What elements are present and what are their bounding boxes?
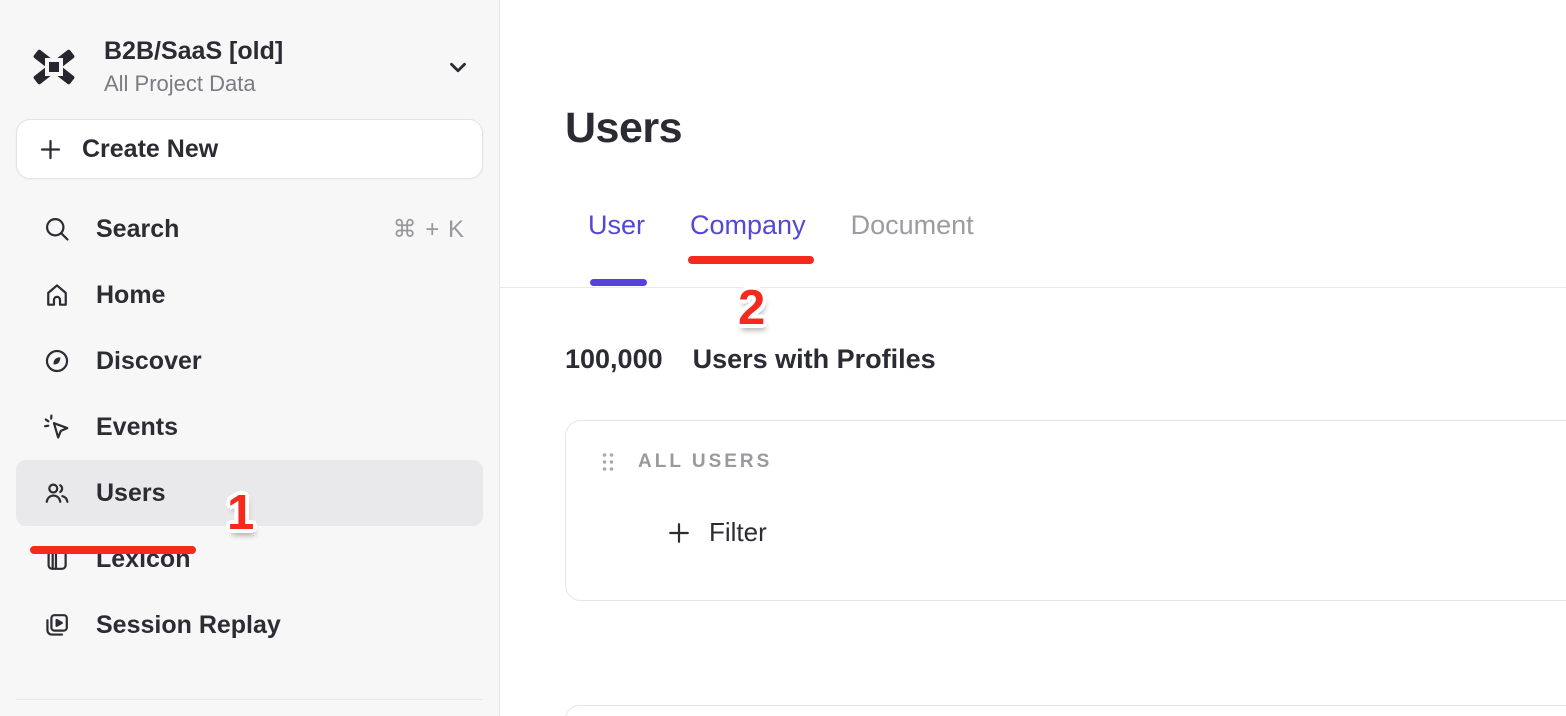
annotation-underline-2: [688, 256, 814, 264]
cursor-spark-icon: [42, 413, 72, 441]
tab-document[interactable]: Document: [850, 210, 974, 240]
profile-count-row: 100,000 Users with Profiles: [565, 344, 936, 375]
annotation-marker-2: 2: [738, 281, 766, 335]
compass-icon: [42, 347, 72, 375]
search-shortcut: ⌘ + K: [392, 215, 465, 243]
sidebar-item-session-replay[interactable]: Session Replay: [16, 592, 483, 658]
sidebar-item-label: Discover: [96, 346, 202, 375]
project-name: B2B/SaaS [old]: [104, 37, 284, 65]
tab-user[interactable]: User: [588, 210, 646, 240]
tab-company[interactable]: Company: [690, 210, 806, 240]
sidebar-item-discover[interactable]: Discover: [16, 328, 483, 394]
next-panel-edge: [565, 705, 1566, 716]
page-title: Users: [565, 104, 683, 152]
sidebar: B2B/SaaS [old] All Project Data Create N…: [0, 0, 500, 716]
panel-header: ALL USERS: [600, 451, 1566, 473]
users-icon: [42, 479, 72, 507]
sidebar-item-label: Home: [96, 280, 166, 309]
active-tab-indicator: [590, 279, 647, 286]
project-subtitle: All Project Data: [104, 71, 256, 96]
sidebar-item-search[interactable]: Search ⌘ + K: [16, 196, 483, 262]
sidebar-item-label: Session Replay: [96, 610, 281, 639]
profile-count-label: Users with Profiles: [692, 344, 936, 374]
home-icon: [42, 281, 72, 309]
filter-label: Filter: [709, 517, 767, 547]
session-replay-icon: [42, 611, 72, 639]
plus-icon: [37, 136, 64, 163]
annotation-marker-1: 1: [227, 486, 255, 540]
sidebar-divider: [16, 699, 482, 700]
search-icon: [42, 215, 72, 243]
sidebar-item-label: Search: [96, 214, 180, 243]
create-new-button[interactable]: Create New: [16, 119, 483, 179]
annotation-underline-1: [30, 546, 196, 554]
tab-bar: User Company Document: [588, 210, 974, 241]
profile-count: 100,000: [565, 344, 663, 374]
sidebar-nav: Search ⌘ + K Home Discover Events: [0, 196, 499, 658]
project-info: B2B/SaaS [old] All Project Data: [104, 36, 283, 97]
main-content: Users User Company Document 100,000 User…: [500, 0, 1566, 716]
sidebar-item-home[interactable]: Home: [16, 262, 483, 328]
sidebar-item-label: Events: [96, 412, 178, 441]
project-switcher[interactable]: B2B/SaaS [old] All Project Data: [0, 0, 499, 97]
drag-handle-icon[interactable]: [600, 451, 616, 473]
plus-icon: [665, 519, 693, 547]
create-new-label: Create New: [82, 134, 219, 163]
sidebar-item-label: Users: [96, 478, 166, 507]
chevron-down-icon[interactable]: [445, 54, 471, 80]
sidebar-item-users[interactable]: Users: [16, 460, 483, 526]
panel-title: ALL USERS: [638, 451, 773, 472]
all-users-panel: ALL USERS Filter: [565, 420, 1566, 601]
tab-bar-divider: [500, 287, 1566, 288]
mixpanel-logo-icon: [30, 43, 78, 91]
add-filter-button[interactable]: Filter: [665, 517, 1566, 548]
sidebar-item-events[interactable]: Events: [16, 394, 483, 460]
